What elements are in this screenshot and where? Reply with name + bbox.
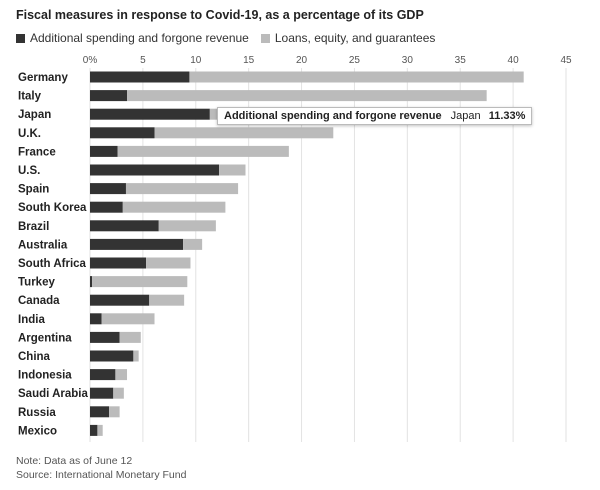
bar-germany-loans <box>189 71 524 83</box>
tooltip-series: Additional spending and forgone revenue <box>224 110 442 122</box>
bar-mexico-loans <box>97 424 103 436</box>
bar-china-loans <box>133 350 139 362</box>
bar-turkey-spending <box>90 276 93 288</box>
category-label-canada: Canada <box>18 295 60 307</box>
category-label-spain: Spain <box>18 184 49 196</box>
bar-spain-spending <box>90 183 126 195</box>
category-label-russia: Russia <box>18 407 56 419</box>
bar-saudi-arabia-spending <box>90 387 114 399</box>
bar-india-spending <box>90 313 102 325</box>
bar-u-s--loans <box>219 164 246 176</box>
legend-swatch-loans <box>260 33 270 43</box>
bar-south-korea-loans <box>122 201 226 213</box>
bar-u-k--spending <box>90 127 155 139</box>
bar-argentina-spending <box>90 331 120 343</box>
bar-u-k--loans <box>154 127 334 139</box>
category-label-india: India <box>18 314 45 326</box>
footer-source: Source: International Monetary Fund <box>16 469 187 481</box>
category-label-u-s-: U.S. <box>18 165 40 177</box>
bar-germany-spending <box>90 71 190 83</box>
bar-u-s--spending <box>90 164 220 176</box>
bar-brazil-loans <box>158 220 216 232</box>
bar-france-loans <box>117 145 289 157</box>
category-label-france: France <box>18 146 56 158</box>
category-label-germany: Germany <box>18 72 68 84</box>
category-label-u-k-: U.K. <box>18 128 41 140</box>
bar-canada-spending <box>90 294 150 306</box>
x-tick-label-45: 45 <box>560 55 572 66</box>
legend-item-loans[interactable]: Loans, equity, and guarantees <box>260 31 436 45</box>
bar-south-africa-loans <box>146 257 191 269</box>
category-label-turkey: Turkey <box>18 277 55 289</box>
category-label-argentina: Argentina <box>18 332 72 344</box>
bar-argentina-loans <box>119 331 141 343</box>
bar-saudi-arabia-loans <box>113 387 124 399</box>
bar-china-spending <box>90 350 134 362</box>
bar-canada-loans <box>149 294 185 306</box>
bar-brazil-spending <box>90 220 159 232</box>
bar-russia-loans <box>109 406 120 418</box>
category-label-indonesia: Indonesia <box>18 370 72 382</box>
footer-note: Note: Data as of June 12 <box>16 455 133 467</box>
category-label-south-korea: South Korea <box>18 202 87 214</box>
x-tick-label-20: 20 <box>296 55 308 66</box>
bar-italy-loans <box>127 90 487 102</box>
bar-russia-spending <box>90 406 110 418</box>
chart-title: Fiscal measures in response to Covid-19,… <box>16 8 424 22</box>
legend-item-spending[interactable]: Additional spending and forgone revenue <box>16 31 249 45</box>
legend: Additional spending and forgone revenue … <box>16 31 447 45</box>
category-label-brazil: Brazil <box>18 221 49 233</box>
bar-france-spending <box>90 145 118 157</box>
bar-indonesia-spending <box>90 369 116 381</box>
x-tick-label-25: 25 <box>349 55 361 66</box>
x-tick-label-5: 5 <box>140 55 146 66</box>
bar-south-korea-spending <box>90 201 123 213</box>
category-label-south-africa: South Africa <box>18 258 87 270</box>
x-tick-label-10: 10 <box>190 55 202 66</box>
bar-turkey-loans <box>92 276 188 288</box>
bar-indonesia-loans <box>115 369 128 381</box>
legend-swatch-spending <box>16 33 25 43</box>
tooltip-category: Japan <box>450 110 481 122</box>
tooltip-value: 11.33% <box>488 110 526 122</box>
category-label-china: China <box>18 351 51 363</box>
bar-japan-spending <box>90 108 210 120</box>
category-label-japan: Japan <box>18 109 51 121</box>
category-label-italy: Italy <box>18 91 42 103</box>
bar-italy-spending <box>90 90 128 102</box>
bar-australia-loans <box>183 238 203 250</box>
x-tick-label-40: 40 <box>508 55 520 66</box>
bar-mexico-spending <box>90 424 98 436</box>
bar-australia-spending <box>90 238 184 250</box>
x-tick-label-30: 30 <box>402 55 414 66</box>
hover-tooltip: Additional spending and forgone revenue … <box>217 107 533 125</box>
legend-label-loans: Loans, equity, and guarantees <box>274 31 436 45</box>
category-label-mexico: Mexico <box>18 425 57 437</box>
category-label-australia: Australia <box>18 239 68 251</box>
x-tick-label-15: 15 <box>243 55 255 66</box>
x-tick-label-0: 0% <box>83 55 98 66</box>
bar-india-loans <box>101 313 155 325</box>
bar-south-africa-spending <box>90 257 147 269</box>
bar-spain-loans <box>125 183 239 195</box>
category-label-saudi-arabia: Saudi Arabia <box>18 388 88 400</box>
legend-label-spending: Additional spending and forgone revenue <box>30 31 249 45</box>
x-tick-label-35: 35 <box>455 55 467 66</box>
